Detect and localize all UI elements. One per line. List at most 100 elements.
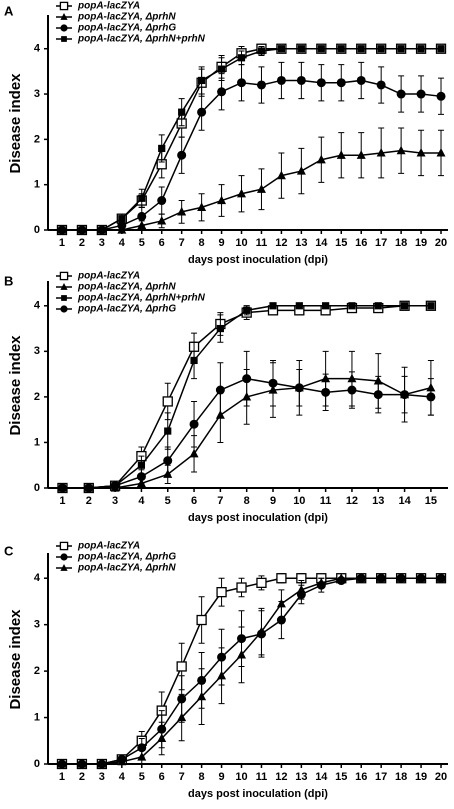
x-tick-label: 13	[372, 495, 384, 507]
marker	[216, 324, 224, 333]
legend-label: popA-lacZYA, ΔprhG	[77, 304, 176, 315]
marker	[110, 481, 120, 491]
marker	[377, 45, 385, 53]
x-tick-label: 3	[99, 771, 105, 783]
marker	[427, 302, 435, 310]
x-tick-label: 17	[375, 771, 387, 783]
marker	[177, 712, 187, 722]
y-tick-label: 2	[34, 665, 40, 677]
legend-marker	[60, 24, 68, 32]
marker	[348, 302, 356, 310]
x-tick-label: 12	[275, 237, 287, 249]
legend-label: popA-lacZYA, ΔprhN	[77, 563, 176, 574]
y-tick-label: 3	[34, 345, 40, 357]
x-tick-label: 3	[99, 237, 105, 249]
x-tick-label: 11	[256, 237, 268, 249]
marker	[216, 587, 227, 598]
x-tick-label: 9	[219, 237, 225, 249]
marker	[237, 78, 247, 88]
marker	[158, 144, 166, 153]
series-line	[61, 577, 442, 765]
x-tick-label: 6	[191, 495, 197, 507]
marker	[77, 759, 87, 768]
legend-marker	[60, 13, 68, 20]
marker	[256, 80, 266, 90]
marker	[217, 195, 227, 205]
legend-label: popA-lacZYA, ΔprhN+prhN	[77, 34, 206, 45]
marker	[176, 661, 187, 672]
marker	[373, 390, 383, 400]
x-tick-label: 20	[435, 237, 447, 249]
marker	[336, 150, 346, 159]
panel-label: C	[4, 543, 14, 558]
marker	[376, 148, 386, 157]
marker	[164, 427, 172, 435]
x-tick-label: 4	[119, 771, 126, 783]
marker	[356, 573, 366, 582]
x-tick-label: 20	[435, 771, 447, 783]
marker	[157, 215, 167, 225]
marker	[78, 226, 86, 234]
legend-label: popA-lacZYA, ΔprhN	[77, 12, 176, 23]
marker	[196, 614, 207, 626]
legend-label: popA-lacZYA, ΔprhG	[77, 552, 176, 563]
marker	[295, 302, 303, 310]
legend-marker	[59, 1, 69, 11]
x-tick-label: 17	[375, 237, 387, 249]
y-tick-label: 2	[34, 133, 40, 145]
marker	[236, 582, 247, 593]
marker	[322, 302, 330, 310]
marker	[97, 759, 107, 768]
marker	[296, 584, 306, 594]
y-tick-label: 3	[34, 619, 40, 631]
x-tick-label: 1	[59, 237, 65, 249]
x-tick-label: 19	[415, 237, 427, 249]
x-tick-label: 12	[275, 771, 287, 783]
x-tick-label: 8	[199, 771, 205, 783]
series-line	[61, 47, 442, 231]
y-axis-label: Disease index	[7, 73, 24, 174]
marker	[256, 184, 266, 193]
marker	[347, 385, 357, 395]
x-tick-label: 13	[295, 771, 307, 783]
y-tick-label: 4	[34, 300, 41, 312]
x-tick-label: 9	[270, 495, 276, 507]
marker	[215, 385, 225, 395]
x-tick-label: 18	[395, 237, 407, 249]
marker	[374, 302, 382, 310]
legend-label: popA-lacZYA, ΔprhN+prhN	[77, 293, 206, 304]
marker	[217, 87, 227, 97]
series-line	[61, 149, 442, 231]
x-axis-label: days post inoculation (dpi)	[188, 512, 328, 524]
marker	[243, 306, 251, 314]
marker	[276, 598, 286, 608]
marker	[217, 65, 226, 73]
marker	[242, 374, 252, 384]
marker	[177, 150, 187, 160]
legend-marker	[60, 564, 68, 571]
x-tick-label: 1	[59, 771, 65, 783]
marker	[396, 145, 406, 155]
x-tick-label: 10	[293, 495, 305, 507]
marker	[189, 448, 199, 458]
x-tick-label: 6	[159, 237, 165, 249]
marker	[294, 383, 304, 393]
marker	[296, 75, 306, 85]
marker	[197, 107, 207, 117]
marker	[237, 649, 247, 659]
legend-label: popA-lacZYA	[77, 541, 140, 552]
y-tick-label: 2	[34, 391, 40, 403]
marker	[317, 45, 325, 53]
x-tick-label: 18	[395, 771, 407, 783]
marker	[297, 45, 305, 53]
marker	[136, 472, 146, 482]
marker	[376, 80, 386, 90]
marker	[357, 45, 365, 53]
marker	[276, 75, 286, 85]
legend-marker	[61, 295, 67, 301]
marker	[198, 76, 206, 85]
y-axis-label: Disease index	[7, 609, 24, 710]
marker	[197, 691, 207, 701]
legend-label: popA-lacZYA, ΔprhN	[77, 282, 176, 293]
